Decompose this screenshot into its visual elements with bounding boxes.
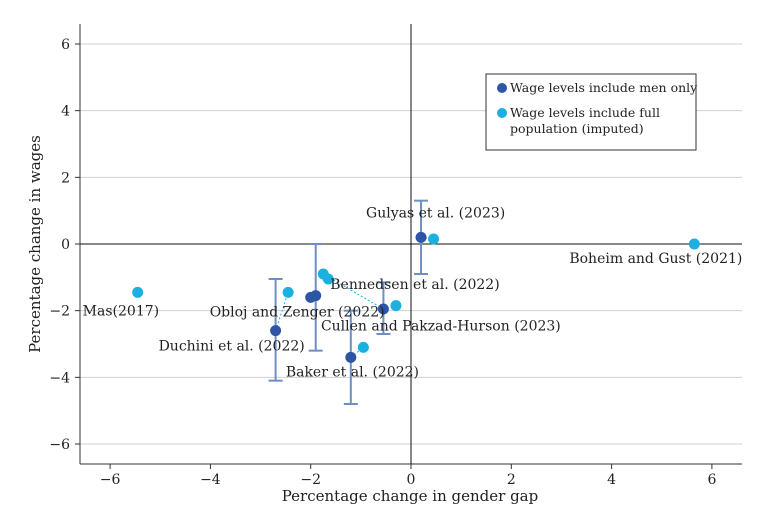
tick-labels: −6 −4 −2 0 2 4 6 −6 −4 −2 0 2 4 6 <box>49 37 716 488</box>
legend-box <box>485 73 697 151</box>
point-full-population <box>282 286 294 298</box>
x-tick-label: −6 <box>100 472 121 488</box>
point-full-population <box>132 286 144 298</box>
point-men-only <box>305 291 317 303</box>
y-tick-label: 6 <box>61 37 70 53</box>
point-full-population <box>390 300 402 312</box>
point-men-only <box>377 303 389 315</box>
x-tick-label: −4 <box>200 472 221 488</box>
study-label: Bennedsen et al. (2022) <box>330 277 499 293</box>
legend-marker-men-only <box>497 83 507 93</box>
point-men-only <box>270 325 282 337</box>
study-labels: Gulyas et al. (2023) Boheim and Gust (202… <box>83 205 743 380</box>
point-full-population <box>688 238 700 250</box>
study-label: Gulyas et al. (2023) <box>366 205 505 221</box>
x-tick-label: 0 <box>407 472 416 488</box>
y-tick-label: −2 <box>49 304 70 320</box>
pair-connector <box>275 292 289 331</box>
study-label: Obloj and Zenger (2022) <box>210 305 385 321</box>
y-tick-label: 0 <box>61 237 70 253</box>
legend-label-men-only: Wage levels include men only <box>510 80 698 95</box>
y-tick-label: −6 <box>49 437 70 453</box>
y-axis-label: Percentage change in wages <box>26 135 44 353</box>
x-tick-label: 2 <box>507 472 516 488</box>
legend-label-full-population: Wage levels include full population (imp… <box>510 105 664 136</box>
y-tick-label: −4 <box>49 370 70 386</box>
study-label: Baker et al. (2022) <box>286 364 419 380</box>
data-points <box>132 231 700 363</box>
legend-marker-full-population <box>497 108 507 118</box>
point-full-population <box>428 233 440 245</box>
legend: Wage levels include men only Wage levels… <box>485 73 698 151</box>
point-men-only <box>345 351 357 363</box>
study-label: Mas(2017) <box>83 303 159 319</box>
point-full-population <box>357 341 369 353</box>
study-label: Boheim and Gust (2021) <box>569 251 742 267</box>
x-tick-label: 4 <box>607 472 616 488</box>
x-tick-label: −2 <box>300 472 321 488</box>
study-label: Cullen and Pakzad-Hurson (2023) <box>321 319 561 335</box>
y-tick-label: 4 <box>61 104 70 120</box>
y-tick-label: 2 <box>61 170 70 186</box>
x-tick-label: 6 <box>707 472 716 488</box>
x-axis-label: Percentage change in gender gap <box>282 487 538 505</box>
point-full-population <box>322 273 334 285</box>
point-men-only <box>415 231 427 243</box>
study-label: Duchini et al. (2022) <box>159 339 305 355</box>
